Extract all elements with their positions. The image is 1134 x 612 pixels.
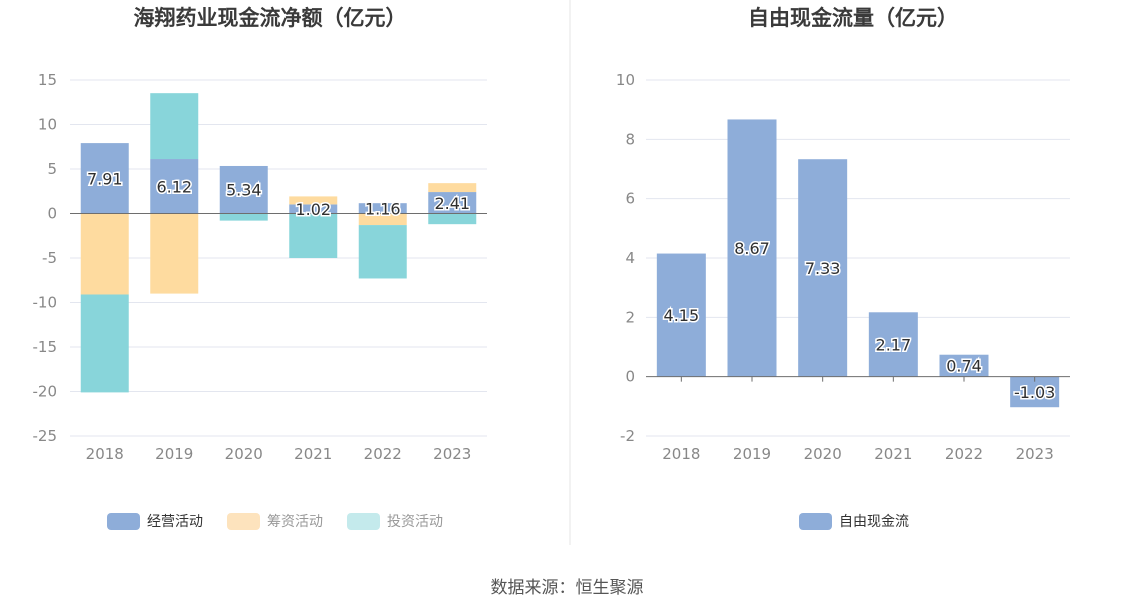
left-chart-title: 海翔药业现金流净额（亿元） bbox=[134, 6, 407, 30]
right-legend: 自由现金流 bbox=[799, 513, 909, 530]
bar-自由现金流-2021[interactable] bbox=[868, 312, 918, 377]
left-legend-swatch bbox=[227, 513, 260, 530]
bar-经营活动-2022[interactable] bbox=[358, 203, 407, 214]
data-source-note: 数据来源：恒生聚源 bbox=[491, 578, 644, 598]
left-bars bbox=[80, 93, 477, 393]
right-bars bbox=[656, 119, 1060, 408]
right-data-label: -1.03 bbox=[1014, 383, 1055, 402]
right-x-tick-label: 2021 bbox=[874, 445, 912, 463]
left-y-tick-label: -25 bbox=[33, 427, 58, 445]
right-y-tick-label: 0 bbox=[625, 368, 635, 386]
bar-筹资活动-2018[interactable] bbox=[80, 213, 129, 295]
left-data-label: 7.91 bbox=[87, 169, 123, 188]
left-y-tick-label: -15 bbox=[33, 338, 58, 356]
bar-投资活动-2018[interactable] bbox=[80, 294, 129, 393]
left-x-tick-label: 2019 bbox=[155, 445, 193, 463]
bar-投资活动-2021[interactable] bbox=[289, 213, 338, 259]
right-x-tick-label: 2023 bbox=[1016, 445, 1054, 463]
right-x-tick-label: 2019 bbox=[733, 445, 771, 463]
right-legend-item[interactable]: 自由现金流 bbox=[799, 513, 909, 530]
bar-经营活动-2021[interactable] bbox=[289, 204, 338, 214]
left-y-tick-label: -10 bbox=[33, 294, 58, 312]
right-y-tick-label: 8 bbox=[625, 130, 635, 148]
left-legend-label: 筹资活动 bbox=[267, 513, 323, 530]
bar-自由现金流-2018[interactable] bbox=[656, 253, 706, 377]
left-data-label: 2.41 bbox=[434, 194, 470, 213]
left-x-tick-label: 2022 bbox=[364, 445, 402, 463]
left-legend-swatch bbox=[347, 513, 380, 530]
left-x-tick-label: 2021 bbox=[294, 445, 332, 463]
cash-flow-net-chart: 15 10 5 0 -5 -10 -15 -20 -25 2018 2019 2020 2021 2022… bbox=[33, 71, 487, 463]
left-data-label: 1.02 bbox=[295, 200, 331, 219]
right-legend-label: 自由现金流 bbox=[839, 514, 909, 530]
left-data-label: 1.16 bbox=[365, 199, 401, 218]
right-y-tick-label: 2 bbox=[625, 308, 635, 326]
left-data-labels: 7.91 6.12 5.34 1.02 1.16 2.41 bbox=[85, 168, 471, 221]
bar-自由现金流-2022[interactable] bbox=[939, 354, 989, 377]
right-data-label: 2.17 bbox=[876, 335, 912, 354]
left-legend-item[interactable]: 经营活动 bbox=[107, 513, 203, 530]
right-x-tick-label: 2018 bbox=[662, 445, 700, 463]
bar-经营活动-2023[interactable] bbox=[428, 192, 477, 214]
bar-自由现金流-2019[interactable] bbox=[727, 119, 777, 377]
right-legend-swatch bbox=[799, 513, 832, 530]
left-y-tick-label: 0 bbox=[47, 205, 57, 223]
left-y-tick-label: -20 bbox=[33, 383, 58, 401]
left-x-tick-label: 2020 bbox=[225, 445, 263, 463]
bar-筹资活动-2019[interactable] bbox=[150, 213, 199, 294]
left-x-tick-label: 2023 bbox=[433, 445, 471, 463]
left-legend: 经营活动 筹资活动 投资活动 bbox=[107, 513, 443, 530]
left-legend-swatch bbox=[107, 513, 140, 530]
bar-筹资活动-2023[interactable] bbox=[428, 183, 477, 193]
bar-投资活动-2019[interactable] bbox=[150, 93, 199, 160]
right-data-labels: 4.15 8.67 7.33 2.17 0.74 -1.03 bbox=[662, 238, 1057, 404]
bar-经营活动-2018[interactable] bbox=[80, 143, 129, 214]
right-data-label: 7.33 bbox=[805, 259, 841, 278]
right-y-tick-label: -2 bbox=[620, 427, 635, 445]
left-data-label: 5.34 bbox=[226, 181, 262, 200]
bar-投资活动-2023[interactable] bbox=[428, 213, 477, 225]
bar-经营活动-2020[interactable] bbox=[219, 165, 268, 214]
left-legend-label: 投资活动 bbox=[387, 514, 443, 530]
right-y-tick-label: 6 bbox=[625, 190, 635, 208]
bar-筹资活动-2021[interactable] bbox=[289, 196, 338, 205]
right-y-tick-label: 4 bbox=[625, 249, 635, 267]
bar-自由现金流-2023[interactable] bbox=[1010, 376, 1060, 408]
right-data-label: 8.67 bbox=[734, 239, 770, 258]
right-x-tick-label: 2020 bbox=[804, 445, 842, 463]
right-chart-title: 自由现金流量（亿元） bbox=[748, 6, 958, 30]
left-y-tick-label: 15 bbox=[38, 71, 57, 89]
bar-投资活动-2022[interactable] bbox=[358, 225, 407, 279]
bar-投资活动-2020[interactable] bbox=[219, 213, 268, 221]
left-y-tick-label: 5 bbox=[47, 160, 57, 178]
free-cash-flow-chart: 10 8 6 4 2 0 -2 2018 2019 2020 2021 2022 2023 4.15 8.6… bbox=[616, 71, 1070, 463]
left-data-label: 6.12 bbox=[156, 177, 192, 196]
right-x-tick-label: 2022 bbox=[945, 445, 983, 463]
left-legend-label: 经营活动 bbox=[147, 514, 203, 530]
left-legend-item[interactable]: 投资活动 bbox=[347, 513, 443, 530]
left-legend-item[interactable]: 筹资活动 bbox=[227, 513, 323, 530]
right-y-tick-label: 10 bbox=[616, 71, 635, 89]
left-y-tick-label: 10 bbox=[38, 116, 57, 134]
bar-筹资活动-2022[interactable] bbox=[358, 213, 407, 226]
bar-自由现金流-2020[interactable] bbox=[798, 159, 848, 377]
bar-经营活动-2019[interactable] bbox=[150, 159, 199, 214]
left-x-tick-label: 2018 bbox=[86, 445, 124, 463]
right-data-label: 4.15 bbox=[664, 306, 700, 325]
left-y-tick-label: -5 bbox=[42, 249, 57, 267]
right-data-label: 0.74 bbox=[946, 357, 982, 376]
